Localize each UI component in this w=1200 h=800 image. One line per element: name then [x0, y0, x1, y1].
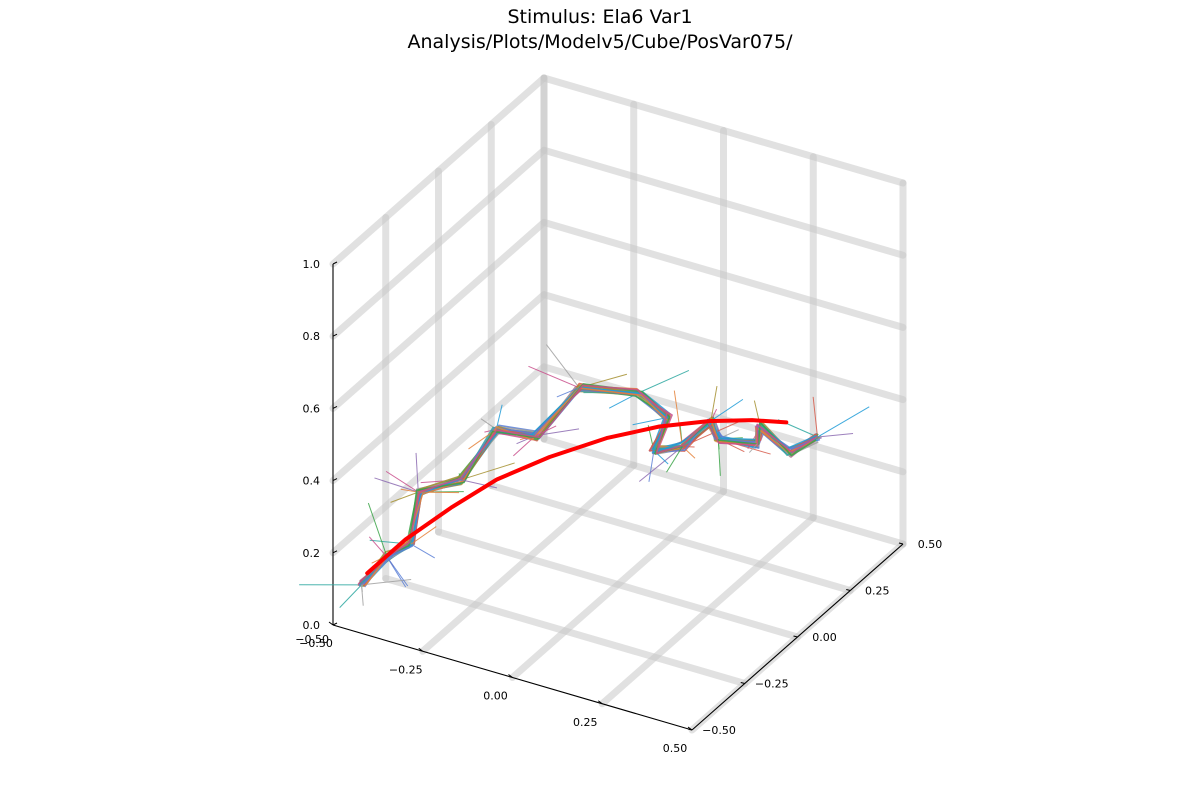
- trajectory-series: [360, 384, 820, 585]
- trajectory-stray-segment: [545, 344, 580, 388]
- left-wall-gridline-horizontal: [329, 74, 548, 268]
- trajectory-stray-segment: [339, 584, 362, 608]
- y-tick: [793, 635, 798, 638]
- trajectory-stray-segment: [410, 526, 437, 545]
- z-tick-label: 1.0: [303, 258, 321, 271]
- trajectory-stray-segment: [528, 365, 580, 389]
- right-wall-gridline-horizontal: [540, 74, 907, 187]
- trajectory-series: [364, 387, 817, 586]
- trajectory-stray-segment: [632, 416, 668, 426]
- trajectory-stray-segment: [710, 398, 744, 422]
- z-tick-label: 0.0: [303, 619, 321, 632]
- z-tick-label: 0.2: [303, 547, 321, 560]
- left-wall-gridline-horizontal: [329, 146, 548, 340]
- y-tick-label: −0.25: [755, 678, 789, 691]
- reference-path-layer: [365, 418, 789, 576]
- trajectory-series: [359, 388, 819, 583]
- floor-gridline-y: [435, 528, 801, 641]
- trajectory-series: [357, 382, 817, 587]
- chart-title: Stimulus: Ela6 Var1: [507, 6, 692, 28]
- x-tick: [508, 674, 513, 678]
- y-tick: [846, 589, 851, 591]
- left-wall-gridline-horizontal: [329, 218, 548, 412]
- trajectory-stray-segment: [495, 404, 503, 430]
- trajectory-stray-segment: [673, 390, 683, 447]
- trajectory-stray-segment: [717, 438, 721, 476]
- y-tick: [898, 542, 904, 545]
- trajectory-stray-segment: [390, 491, 419, 503]
- y-tick: [740, 682, 745, 684]
- x-tick: [597, 700, 603, 705]
- trajectory-stray-segment: [400, 488, 419, 493]
- trajectory-stray-segment: [817, 432, 854, 438]
- trajectory-stray-segment: [638, 369, 690, 394]
- right-wall-gridline-horizontal: [540, 146, 907, 259]
- trajectory-stray-segment: [368, 536, 388, 558]
- trajectory-stray-segment: [710, 385, 718, 421]
- x-tick: [418, 647, 424, 652]
- z-tick: [332, 550, 338, 554]
- z-tick: [332, 261, 338, 265]
- y-tick-label: 0.50: [918, 538, 943, 551]
- z-tick: [332, 405, 338, 409]
- z-tick: [332, 478, 338, 482]
- floor-gridline-y: [487, 482, 854, 594]
- trajectory-stray-segment: [386, 556, 409, 587]
- y-tick-label: 0.25: [865, 585, 890, 598]
- trajectory-stray-segment: [415, 452, 419, 493]
- y-tick-label: 0.00: [812, 631, 837, 644]
- reference-path: [365, 418, 789, 576]
- x-tick-label: 0.00: [483, 690, 508, 703]
- trajectory-series: [359, 385, 815, 582]
- trajectory-stray-segment: [361, 584, 364, 606]
- trajectory-stray-segment: [638, 446, 683, 482]
- z-tick-label: 0.4: [303, 475, 321, 488]
- trajectory-stray-segment: [666, 446, 683, 473]
- floor-gridline-y: [382, 575, 749, 687]
- z-tick: [332, 333, 338, 337]
- trajectory-stray-segment: [367, 502, 388, 558]
- right-wall-gridline-horizontal: [540, 218, 907, 331]
- z-tick-label: 0.8: [303, 330, 321, 343]
- chart-subtitle: Analysis/Plots/Modelv5/Cube/PosVar075/: [408, 31, 794, 53]
- trajectory-stray-segment: [460, 462, 515, 481]
- trajectory-stray-segment: [556, 387, 580, 398]
- left-wall-gridline-horizontal: [329, 291, 548, 485]
- trajectory-series: [360, 386, 822, 588]
- trajectory-stray-segment: [812, 396, 818, 438]
- trajectory-stray-segment: [748, 443, 758, 453]
- trajectory-stray-segment: [374, 477, 419, 493]
- trajectory-stray-segment: [361, 579, 412, 586]
- x-tick: [328, 621, 334, 626]
- x-tick-label: −0.25: [389, 663, 423, 676]
- right-wall-gridline-horizontal: [540, 291, 907, 404]
- series-layer: [299, 344, 870, 608]
- x-tick-label: 0.25: [573, 716, 598, 729]
- axis-layer: −0.50 −0.25 0.00 0.25 0.50 −0.50 −0.25 0.00 0.25…: [295, 258, 942, 755]
- x-tick-label: −0.50: [295, 633, 329, 646]
- trajectory-stray-segment: [817, 406, 870, 438]
- trajectory-stray-segment: [385, 470, 419, 493]
- grid-layer: [329, 74, 907, 734]
- z-tick-label: 0.6: [303, 402, 321, 415]
- x-tick-label: 0.50: [663, 742, 688, 755]
- y-tick: [687, 728, 693, 731]
- x-tick-label: −0.50: [299, 637, 333, 650]
- trajectory-stray-segment: [410, 543, 435, 559]
- trajectory-stray-segment: [460, 479, 498, 489]
- z-tick: [332, 622, 338, 626]
- trajectory-stray-segment: [648, 450, 655, 482]
- y-tick-label: −0.50: [702, 724, 736, 737]
- trajectory-series: [357, 384, 819, 585]
- left-wall-gridline-horizontal: [329, 363, 548, 557]
